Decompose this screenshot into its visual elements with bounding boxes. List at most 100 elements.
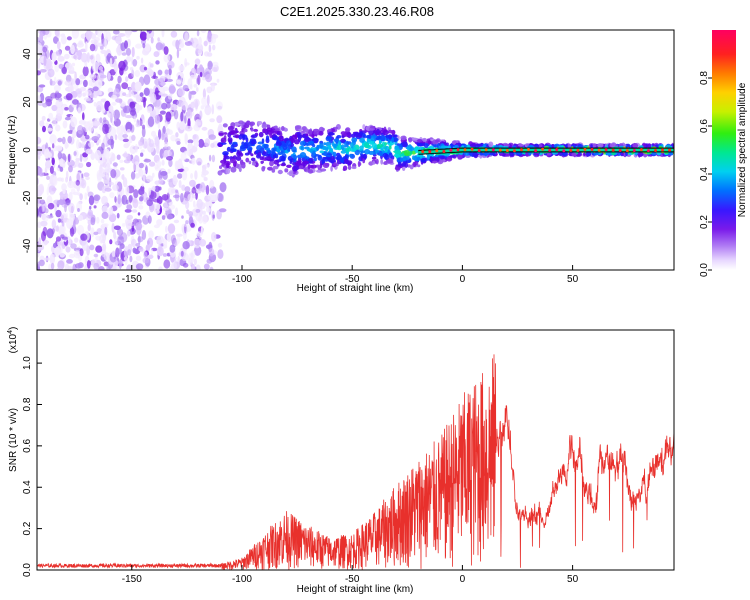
noise-blob <box>120 167 125 171</box>
noise-blob <box>55 236 62 242</box>
band-blob <box>269 132 273 138</box>
noise-blob <box>194 58 201 65</box>
tone-peak <box>428 150 432 154</box>
spectrogram-ytick-label: -40 <box>22 238 33 253</box>
noise-blob <box>158 129 162 140</box>
noise-blob <box>126 47 131 56</box>
noise-blob <box>218 208 227 213</box>
noise-blob <box>109 69 116 76</box>
band-blob <box>546 152 552 156</box>
noise-blob <box>173 219 180 224</box>
noise-blob <box>199 239 207 247</box>
noise-blob <box>166 214 173 220</box>
noise-blob <box>117 76 122 83</box>
noise-blob <box>126 204 133 210</box>
noise-blob <box>193 139 199 148</box>
band-blob <box>376 144 381 150</box>
noise-blob <box>190 74 198 80</box>
noise-blob <box>55 50 62 57</box>
noise-blob <box>48 112 54 120</box>
noise-blob <box>102 174 110 185</box>
band-blob <box>230 166 237 173</box>
band-blob <box>265 156 269 160</box>
noise-blob <box>114 196 117 203</box>
band-blob <box>304 137 311 143</box>
band-blob <box>371 156 377 160</box>
noise-blob <box>98 65 103 71</box>
noise-blob <box>184 41 193 46</box>
noise-blob <box>43 239 48 246</box>
noise-blob <box>101 195 108 205</box>
colorbar-tick-label: 0.0 <box>699 263 710 277</box>
noise-blob <box>66 36 72 41</box>
noise-blob <box>44 208 49 214</box>
noise-blob <box>81 143 85 149</box>
noise-blob <box>206 86 213 94</box>
noise-blob <box>141 230 147 240</box>
band-blob <box>637 151 644 157</box>
noise-blob <box>186 109 193 121</box>
colorbar-tick-label: 0.8 <box>699 71 710 85</box>
noise-blob <box>39 45 42 52</box>
noise-blob <box>143 97 146 108</box>
tone-peak <box>421 150 425 154</box>
noise-blob <box>190 101 196 109</box>
noise-blob <box>132 161 141 172</box>
noise-blob <box>208 44 212 53</box>
noise-blob <box>131 81 137 92</box>
noise-blob <box>65 93 73 101</box>
noise-blob <box>162 253 168 257</box>
noise-blob <box>163 53 171 63</box>
noise-blob <box>212 44 216 51</box>
noise-blob <box>41 231 46 242</box>
noise-blob <box>124 30 131 38</box>
noise-blob <box>165 111 172 122</box>
snr-xtick-label: -50 <box>345 574 360 585</box>
tone-peak <box>661 148 664 152</box>
noise-blob <box>161 215 166 220</box>
noise-blob <box>137 212 141 216</box>
noise-blob <box>59 166 64 172</box>
band-blob <box>388 134 392 140</box>
noise-blob <box>51 219 57 229</box>
noise-blob <box>140 114 145 120</box>
band-blob <box>446 156 453 162</box>
noise-blob <box>108 126 117 138</box>
noise-blob <box>81 179 87 189</box>
noise-blob <box>65 170 69 180</box>
band-blob <box>272 165 279 170</box>
noise-blob <box>115 247 120 258</box>
band-blob <box>282 144 288 151</box>
tone-peak <box>583 148 587 151</box>
band-blob <box>368 150 375 155</box>
band-blob <box>226 146 231 152</box>
band-blob <box>364 142 370 149</box>
band-blob <box>397 161 402 165</box>
band-blob <box>287 155 294 161</box>
noise-blob <box>138 246 144 252</box>
noise-blob <box>152 172 155 178</box>
noise-blob <box>176 235 181 244</box>
noise-blob <box>208 247 215 257</box>
noise-blob <box>39 69 47 73</box>
band-blob <box>384 142 387 146</box>
tone-peak <box>470 147 474 151</box>
noise-blob <box>87 54 90 60</box>
noise-blob <box>116 212 120 219</box>
band-blob <box>275 141 282 147</box>
band-blob <box>655 144 659 148</box>
noise-blob <box>201 126 208 131</box>
noise-blob <box>93 205 97 209</box>
band-blob <box>489 152 494 156</box>
spectrogram-xtick-label: 0 <box>460 274 466 285</box>
noise-blob <box>89 244 95 251</box>
noise-blob <box>43 213 49 222</box>
noise-blob <box>122 92 127 96</box>
noise-blob <box>42 102 48 108</box>
noise-blob <box>135 263 144 270</box>
noise-blob <box>161 159 165 166</box>
noise-blob <box>107 72 111 81</box>
band-blob <box>319 142 324 149</box>
noise-blob <box>193 84 198 88</box>
noise-blob <box>128 91 135 97</box>
